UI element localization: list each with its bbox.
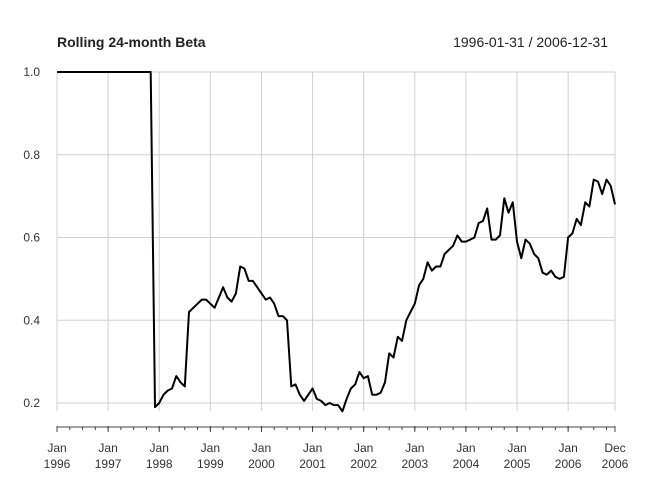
x-tick-label-year: 1998 xyxy=(146,457,173,471)
x-tick-label-month: Jan xyxy=(98,441,117,455)
x-tick-label-month: Jan xyxy=(456,441,475,455)
x-tick-label-year: 2000 xyxy=(248,457,275,471)
x-tick-label-month: Jan xyxy=(150,441,169,455)
y-axis-ticks: 0.2 0.4 0.6 0.8 1.0 xyxy=(23,65,40,410)
x-tick-label-year: 2006 xyxy=(602,457,629,471)
y-tick-label: 0.2 xyxy=(23,396,40,410)
x-tick-label-year: 2005 xyxy=(504,457,531,471)
x-axis: Jan 1996 Jan 1997 Jan 1998 Jan 1999 Jan 2000 Jan 20… xyxy=(44,426,629,471)
y-tick-label: 1.0 xyxy=(23,65,40,79)
series-layer xyxy=(57,71,616,413)
x-tick-label-year: 2002 xyxy=(350,457,377,471)
x-tick-label-year: 2004 xyxy=(453,457,480,471)
x-tick-label-month: Jan xyxy=(507,441,526,455)
x-tick-label-month: Jan xyxy=(405,441,424,455)
x-tick-label-month: Jan xyxy=(303,441,322,455)
x-tick-label-month: Jan xyxy=(354,441,373,455)
beta-series-line xyxy=(57,71,616,413)
x-tick-label-year: 2001 xyxy=(299,457,326,471)
x-tick-label-month: Dec xyxy=(604,441,625,455)
x-tick-label-month: Jan xyxy=(558,441,577,455)
x-tick-label-month: Jan xyxy=(201,441,220,455)
x-tick-label-month: Jan xyxy=(252,441,271,455)
x-tick-label-month: Jan xyxy=(47,441,66,455)
y-tick-label: 0.4 xyxy=(23,313,40,327)
x-tick-label-year: 2003 xyxy=(401,457,428,471)
y-tick-label: 0.8 xyxy=(23,148,40,162)
chart-title: Rolling 24-month Beta xyxy=(57,34,206,50)
x-tick-label-year: 1997 xyxy=(95,457,122,471)
grid-lines xyxy=(56,71,616,411)
y-tick-label: 0.6 xyxy=(23,231,40,245)
x-tick-label-year: 1999 xyxy=(197,457,224,471)
x-tick-label-year: 2006 xyxy=(555,457,582,471)
x-tick-label-year: 1996 xyxy=(44,457,71,471)
date-range: 1996-01-31 / 2006-12-31 xyxy=(453,34,608,50)
